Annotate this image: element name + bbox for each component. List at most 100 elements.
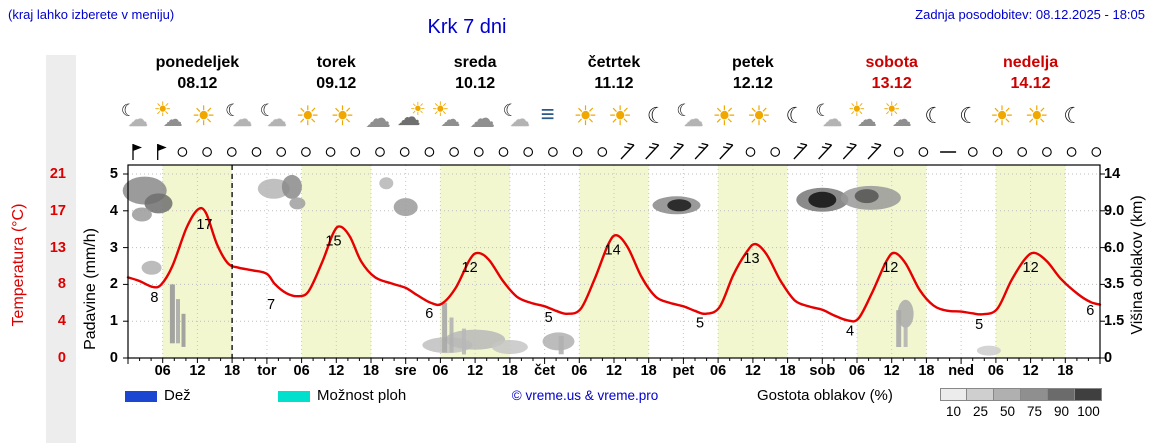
density-step-label: 100 bbox=[1077, 404, 1100, 419]
wind-calm-icon bbox=[918, 147, 929, 157]
day-name: petek bbox=[731, 54, 774, 71]
daylight-band bbox=[579, 165, 649, 358]
wind-calm-icon bbox=[399, 147, 410, 157]
day-name: nedelja bbox=[1002, 54, 1059, 71]
density-step-label: 10 bbox=[945, 404, 962, 419]
wind-calm-icon bbox=[770, 147, 781, 157]
day-header: petek 12.12 bbox=[683, 52, 822, 94]
moon-icon: ☾ bbox=[646, 103, 667, 128]
temp-value-label: 8 bbox=[150, 290, 158, 306]
moon-icon: ☾ bbox=[924, 103, 945, 128]
location-hint: (kraj lahko izberete v meniju) bbox=[8, 7, 175, 22]
day-header: ponedeljek 08.12 bbox=[128, 52, 267, 94]
x-tick-label: pet bbox=[672, 363, 695, 379]
cloud-blob bbox=[667, 199, 692, 212]
axis-ticks bbox=[123, 173, 1105, 364]
wind-barb-icon bbox=[694, 142, 709, 160]
temp-value-label: 15 bbox=[325, 234, 341, 250]
temp-value-label: 4 bbox=[846, 323, 854, 339]
day-date: 12.12 bbox=[732, 75, 773, 92]
x-tick-label: sob bbox=[809, 363, 836, 379]
temp-value-label: 14 bbox=[605, 242, 621, 258]
showers-legend-swatch bbox=[278, 391, 310, 402]
temperature-curve bbox=[126, 206, 1102, 323]
cloud-blob bbox=[393, 198, 418, 217]
cloud-blob bbox=[445, 329, 506, 350]
density-step-label: 50 bbox=[999, 404, 1016, 419]
copyright-link[interactable]: © vreme.us & vreme.pro bbox=[511, 388, 659, 403]
showers-legend-label: Možnost ploh bbox=[317, 387, 407, 404]
x-tick-label: 06 bbox=[571, 363, 588, 379]
precip-tick-label: 0 bbox=[109, 350, 118, 366]
wind-barb-icon bbox=[620, 142, 635, 160]
cloud-tick-label: 3.5 bbox=[1104, 276, 1125, 293]
temp-tick-label: 4 bbox=[57, 313, 66, 330]
sun-cloud-icon: ☀ ☁ bbox=[153, 99, 183, 131]
moon-cloud-icon: ☾ ☁ bbox=[676, 101, 704, 131]
wind-calm-icon bbox=[226, 147, 237, 157]
wind-barb-icon bbox=[793, 142, 808, 160]
day-name: torek bbox=[316, 54, 356, 71]
x-tick-label: 06 bbox=[154, 363, 171, 379]
precip-tick-label: 5 bbox=[109, 166, 118, 182]
cloud-tick-label: 0 bbox=[1104, 350, 1113, 366]
wind-barb-icon bbox=[867, 142, 882, 160]
cloud-blob bbox=[652, 196, 701, 215]
cloud-tick-label: 9.0 bbox=[1104, 202, 1125, 219]
cloud-blob bbox=[808, 191, 837, 208]
day-date: 10.12 bbox=[455, 75, 496, 92]
fog-icon: ≡ bbox=[540, 101, 555, 128]
wind-calm-icon bbox=[967, 147, 978, 157]
x-tick-label: 12 bbox=[1022, 363, 1039, 379]
density-step-label: 25 bbox=[972, 404, 989, 419]
cloud-column bbox=[462, 328, 466, 355]
day-date: 08.12 bbox=[177, 75, 218, 92]
daylight-band bbox=[857, 165, 927, 358]
sun-icon: ☀ bbox=[191, 101, 216, 131]
page-title: Krk 7 dni bbox=[427, 16, 507, 38]
x-tick-label: 18 bbox=[779, 363, 796, 379]
cloud-blob bbox=[422, 337, 473, 354]
day-header: torek 09.12 bbox=[267, 52, 406, 94]
cloud-column bbox=[442, 302, 448, 353]
x-tick-label: 06 bbox=[848, 363, 866, 379]
wind-calm-icon bbox=[523, 147, 534, 157]
moon-cloud-icon: ☾ ☁ bbox=[815, 101, 843, 131]
cloud-blob bbox=[289, 197, 306, 210]
day-name: sreda bbox=[453, 54, 497, 71]
daylight-band bbox=[162, 165, 233, 358]
wind-calm-icon bbox=[202, 147, 212, 157]
gridlines bbox=[128, 165, 1100, 358]
rain-legend-swatch bbox=[125, 391, 157, 402]
wind-calm-icon bbox=[1042, 147, 1052, 157]
daylight-band bbox=[301, 165, 371, 358]
cloud-blob bbox=[897, 299, 914, 328]
x-tick-label: 06 bbox=[987, 363, 1004, 379]
x-tick-label: 18 bbox=[362, 363, 380, 379]
wind-calm-icon bbox=[449, 147, 459, 157]
cloud-column bbox=[181, 313, 186, 347]
cloud-blob bbox=[379, 177, 394, 190]
cloud-blob bbox=[281, 174, 302, 199]
temp-value-label: 6 bbox=[1086, 303, 1094, 319]
sun-icon: ☀ bbox=[1024, 101, 1049, 131]
wind-calm-icon bbox=[276, 147, 287, 157]
precipitation-axis-label: Padavine (mm/h) bbox=[82, 228, 99, 350]
wind-calm-icon bbox=[548, 147, 558, 157]
wind-calm-icon bbox=[745, 147, 756, 157]
x-tick-label: 12 bbox=[467, 363, 484, 379]
temp-value-label: 17 bbox=[196, 217, 212, 233]
day-date: 09.12 bbox=[316, 75, 357, 92]
daylight-band bbox=[995, 165, 1066, 358]
sun-icon: ☀ bbox=[330, 101, 355, 131]
x-tick-label: 12 bbox=[605, 363, 623, 379]
temperature-axis-label: Temperatura (°C) bbox=[10, 203, 27, 327]
wind-barb-icon bbox=[669, 142, 684, 160]
cloud-column bbox=[176, 299, 180, 344]
day-header: četrtek 11.12 bbox=[545, 52, 684, 94]
temp-value-label: 5 bbox=[975, 317, 983, 333]
cloud-column bbox=[169, 284, 175, 344]
last-update-text: Zadnja posodobitev: 08.12.2025 - 18:05 bbox=[915, 7, 1145, 22]
cloud-blob bbox=[796, 187, 849, 212]
